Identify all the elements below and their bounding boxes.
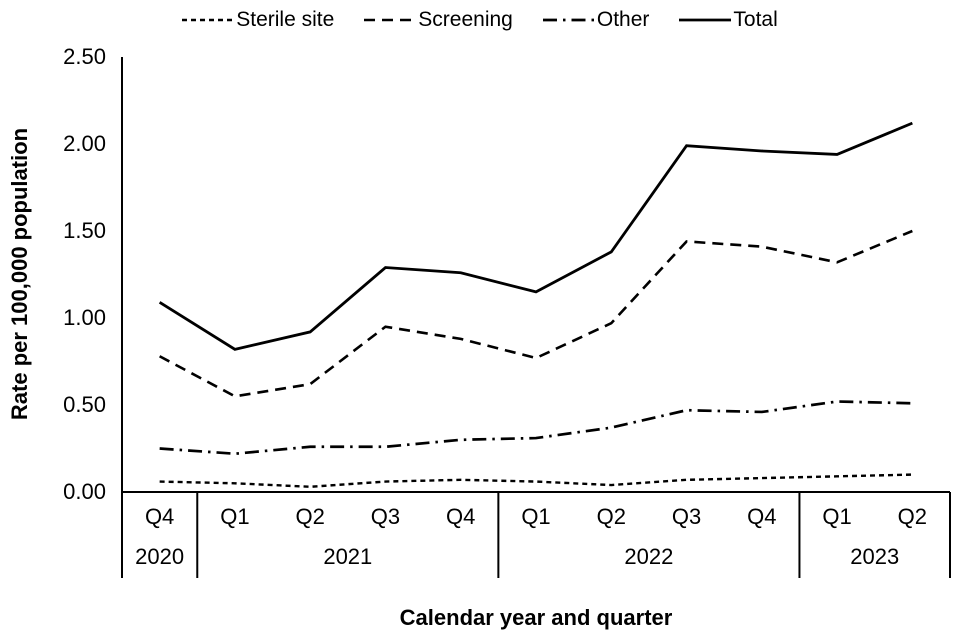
series-line-screening — [159, 229, 913, 398]
quarter-tick-label: Q4 — [144, 504, 175, 529]
quarter-tick-label: Q3 — [671, 504, 702, 529]
year-tick-label: 2021 — [323, 544, 373, 569]
year-tick-label: 2023 — [850, 544, 900, 569]
series-line-other — [159, 400, 913, 456]
series-line-total — [158, 121, 913, 351]
legend-item-sterile-site: Sterile site — [182, 8, 334, 32]
legend-item-total: Total — [679, 8, 778, 32]
legend-item-screening: Screening — [364, 8, 513, 32]
quarter-tick-label: Q4 — [446, 504, 476, 529]
quarter-tick-label: Q1 — [220, 504, 250, 529]
year-tick-label: 2020 — [135, 544, 185, 569]
x-axis-title: Calendar year and quarter — [399, 605, 673, 630]
quarter-tick-label: Q2 — [596, 504, 626, 529]
legend-line-sample-screening — [364, 18, 417, 22]
legend-label: Sterile site — [236, 8, 335, 31]
legend-label: Total — [733, 8, 778, 31]
y-tick-label: 0.00 — [63, 479, 106, 504]
y-tick-label: 1.00 — [63, 305, 106, 330]
y-tick-label: 1.50 — [63, 218, 106, 243]
y-tick-label: 2.50 — [63, 44, 106, 69]
quarter-tick-label: Q2 — [295, 504, 325, 529]
legend-label: Screening — [418, 8, 513, 31]
quarter-tick-label: Q2 — [897, 504, 928, 529]
legend-item-other: Other — [542, 8, 650, 32]
y-tick-label: 2.00 — [63, 131, 106, 156]
legend-label: Other — [596, 8, 650, 31]
y-tick-label: 0.50 — [63, 392, 106, 417]
quarter-tick-label: Q4 — [747, 504, 777, 529]
quarter-tick-label: Q1 — [521, 504, 551, 529]
quarter-tick-label: Q3 — [370, 504, 401, 529]
legend: Sterile site Screening Other Total — [0, 8, 960, 32]
legend-line-sample-total — [679, 18, 732, 22]
year-tick-label: 2022 — [624, 544, 674, 569]
series-line-sterile-site — [159, 473, 913, 488]
legend-line-sample-other — [542, 18, 595, 22]
quarter-tick-label: Q1 — [822, 504, 852, 529]
